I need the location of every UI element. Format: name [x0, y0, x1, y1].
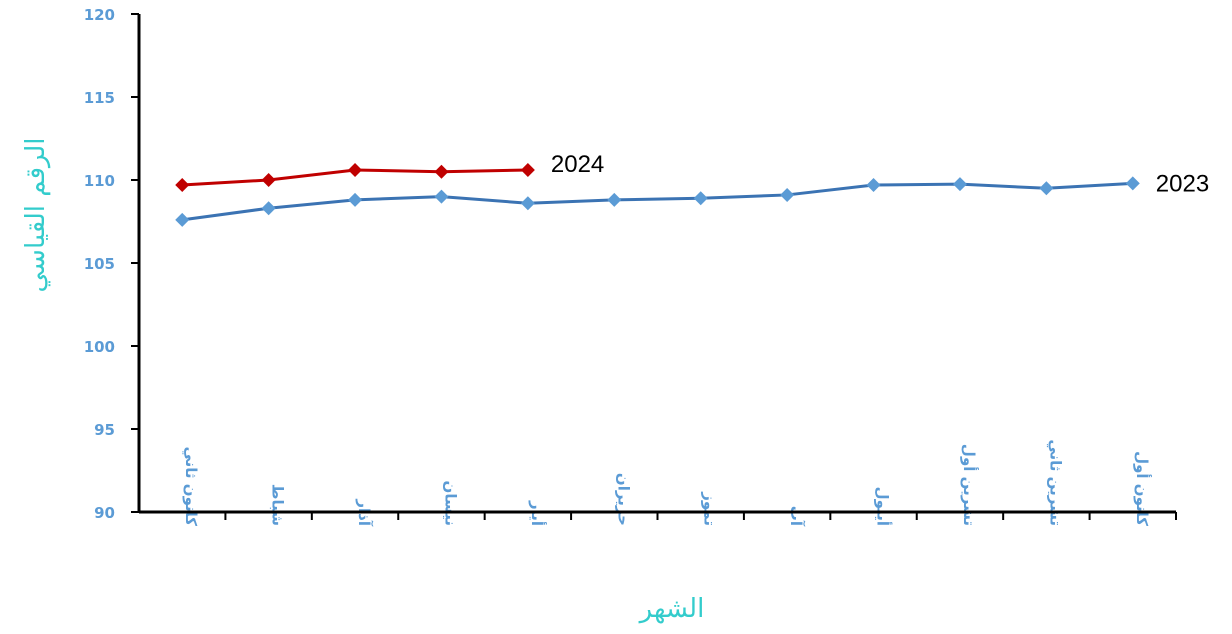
x-axis-title: الشهر — [638, 594, 705, 624]
axes — [137, 14, 1176, 514]
x-tick-label: تشرين ثاني — [1046, 439, 1064, 526]
data-point — [175, 177, 190, 192]
data-point — [520, 163, 535, 178]
data-point — [866, 177, 881, 192]
y-axis-title: الرقم القياسي — [21, 137, 51, 292]
x-tick-label: آب — [787, 506, 805, 527]
data-point — [952, 177, 967, 192]
data-point — [175, 212, 190, 227]
data-point — [261, 201, 276, 216]
y-axis-ticks — [131, 13, 139, 513]
y-tick-label: 115 — [84, 89, 115, 107]
data-point — [348, 163, 363, 178]
y-tick-label: 95 — [94, 421, 115, 439]
y-tick-label: 110 — [84, 172, 115, 190]
y-tick-label: 120 — [84, 6, 115, 24]
data-point — [434, 164, 449, 179]
series-label: 2023 — [1156, 170, 1209, 197]
x-tick-label: كانون ثاني — [182, 447, 200, 527]
x-tick-label: نيسان — [441, 481, 459, 526]
y-tick-label: 90 — [94, 504, 115, 522]
data-point — [520, 196, 535, 211]
x-axis-ticks — [224, 512, 1177, 520]
x-tick-label: تموز — [701, 491, 719, 526]
x-tick-label: تشرين أول — [960, 444, 979, 526]
data-point — [780, 187, 795, 202]
x-tick-label: شباط — [269, 484, 287, 526]
x-tick-label: أيلول — [874, 487, 893, 526]
y-tick-label: 100 — [84, 338, 115, 356]
y-axis-tick-labels: 90 95 100 105 110 115 120 — [84, 6, 115, 522]
series-label: 2024 — [551, 151, 604, 178]
data-point — [1125, 176, 1140, 191]
data-point — [348, 192, 363, 207]
data-point — [434, 189, 449, 204]
series-line — [182, 181, 1133, 222]
data-point — [693, 191, 708, 206]
x-axis-tick-labels: كانون ثانيشباطآذارنيسانأيارحزيرانتموزآبأ… — [182, 439, 1152, 527]
series-layer: 2023 2024 — [175, 151, 1209, 227]
series-2023: 2023 — [175, 170, 1209, 227]
data-point — [261, 173, 276, 187]
data-point — [1039, 181, 1054, 196]
data-point — [607, 192, 622, 207]
series-2024: 2024 — [175, 151, 604, 192]
y-tick-label: 105 — [84, 255, 115, 273]
x-tick-label: حزيران — [614, 473, 632, 526]
x-tick-label: كانون أول — [1133, 451, 1152, 526]
